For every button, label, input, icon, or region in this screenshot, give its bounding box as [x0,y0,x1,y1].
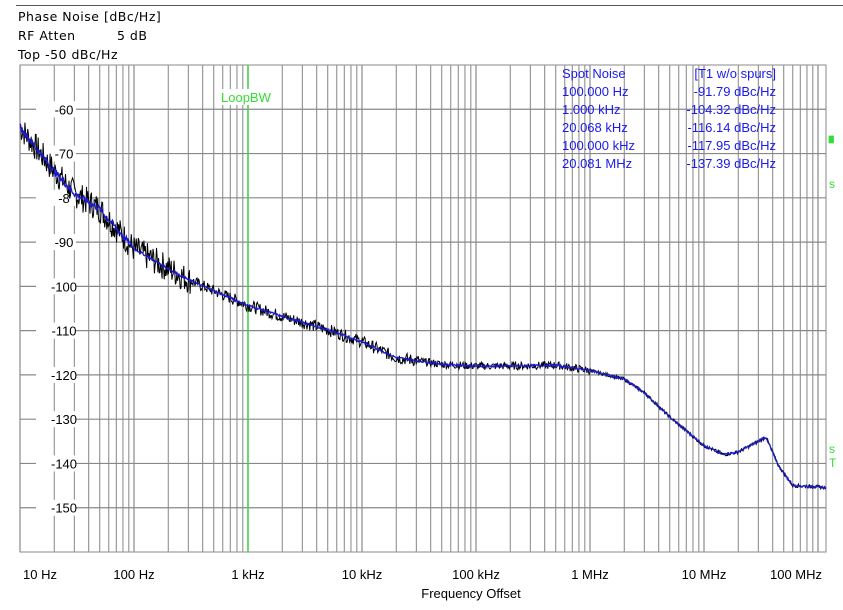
spot-noise-table: Spot Noise [T1 w/o spurs] 100.000 Hz -91.… [562,66,776,171]
y-tick-label-bg [36,101,76,118]
spot-noise-frequency: 1.000 kHz [562,102,621,117]
header-divider [16,5,843,6]
x-tick-label: 1 kHz [231,567,264,582]
trace-raw [19,122,827,491]
right-edge-marker-fragment: ▘ [828,135,838,150]
y-tick-label-bg [36,278,76,295]
y-tick-label-bg [36,455,76,472]
x-tick-label: 10 MHz [682,567,727,582]
y-tick-label-bg [36,234,76,251]
spot-noise-frequency: 100.000 Hz [562,84,629,99]
loopbw-label: LoopBW [221,90,272,105]
y-tick-label: -100 [51,279,77,294]
y-tick-label: -70 [55,147,74,162]
x-tick-label: 10 kHz [342,567,382,582]
spot-noise-value: -117.95 dBc/Hz [687,138,776,153]
y-tick-label-bg [36,366,76,383]
spot-noise-value: -91.79 dBc/Hz [694,84,776,99]
y-tick-label-bg [36,499,76,516]
right-edge-text-fragment: s [829,442,835,456]
measurement-title: Phase Noise [dBc/Hz] [18,9,162,24]
x-tick-labels: 10 Hz 100 Hz 1 kHz 10 kHz 100 kHz 1 MHz 10 MHz… [23,567,822,582]
spot-noise-value: -137.39 dBc/Hz [686,156,776,171]
y-tick-label-bg [36,189,76,206]
spot-noise-value: -104.32 dBc/Hz [686,102,776,117]
right-edge-text-fragment: s [829,177,835,191]
y-tick-labels: -60 -70 -8 -90 -100 -110 -120 -130 -140 -150 [36,101,77,516]
y-tick-label: -150 [51,501,77,516]
x-tick-label: 100 MHz [770,567,822,582]
y-tick-label: -120 [51,368,77,383]
x-tick-label: 100 Hz [113,567,154,582]
y-tick-label-bg [36,411,76,428]
y-tick-label-bg [36,322,76,339]
y-tick-label: -110 [51,324,76,339]
spot-noise-value: -116.14 dBc/Hz [687,120,776,135]
spot-noise-frequency: 20.081 MHz [562,156,632,171]
y-tick-label: -60 [55,102,74,117]
trace-smoothed [19,123,827,490]
x-tick-label: 100 kHz [452,567,500,582]
spot-noise-title: Spot Noise [562,66,626,81]
y-tick-label: -8 [58,191,70,206]
y-tick-label: -130 [51,412,77,427]
spot-noise-frequency: 20.068 kHz [562,120,628,135]
spot-noise-trace: [T1 w/o spurs] [694,66,776,81]
rf-atten-label: RF Atten [18,28,76,43]
x-axis-label: Frequency Offset [421,586,521,601]
x-tick-label: 10 Hz [23,567,57,582]
reference-top-label: Top -50 dBc/Hz [18,47,119,62]
x-tick-label: 1 MHz [571,567,609,582]
spot-noise-frequency: 100.000 kHz [562,138,635,153]
rf-atten-value: 5 dB [117,28,148,43]
y-tick-label: -90 [55,235,74,250]
traces [19,122,827,491]
right-edge-text-fragment: T [829,456,837,470]
y-tick-label: -140 [51,456,77,471]
